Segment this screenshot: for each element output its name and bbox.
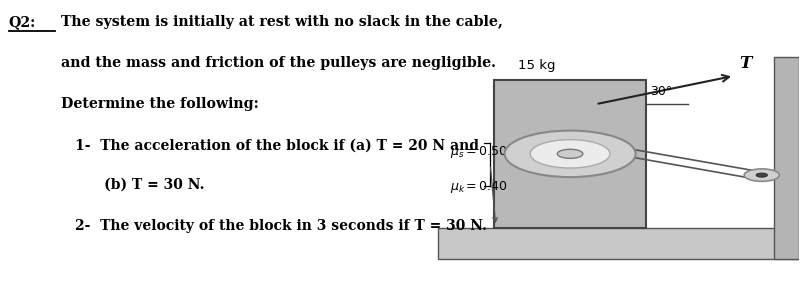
Circle shape	[558, 149, 583, 158]
Text: 1-  The acceleration of the block if (a) T = 20 N and: 1- The acceleration of the block if (a) …	[75, 138, 479, 152]
Bar	[438, 228, 799, 259]
Text: (b) T = 30 N.: (b) T = 30 N.	[75, 178, 205, 192]
Text: $\mu_s = 0.50$: $\mu_s = 0.50$	[450, 144, 508, 160]
Circle shape	[756, 173, 767, 177]
Text: 15 kg: 15 kg	[518, 59, 556, 72]
Text: $\mu_k = 0.40$: $\mu_k = 0.40$	[450, 179, 508, 196]
Text: T: T	[738, 55, 751, 72]
Text: Q2:: Q2:	[9, 15, 36, 29]
Text: Determine the following:: Determine the following:	[62, 97, 259, 111]
Bar	[494, 80, 646, 228]
Text: 30°: 30°	[650, 85, 672, 98]
Bar	[774, 57, 799, 259]
Circle shape	[744, 169, 779, 181]
Circle shape	[530, 140, 610, 168]
Text: and the mass and friction of the pulleys are negligible.: and the mass and friction of the pulleys…	[62, 56, 496, 70]
Circle shape	[505, 131, 635, 177]
Text: 2-  The velocity of the block in 3 seconds if T = 30 N.: 2- The velocity of the block in 3 second…	[75, 219, 487, 233]
Text: The system is initially at rest with no slack in the cable,: The system is initially at rest with no …	[62, 15, 503, 29]
